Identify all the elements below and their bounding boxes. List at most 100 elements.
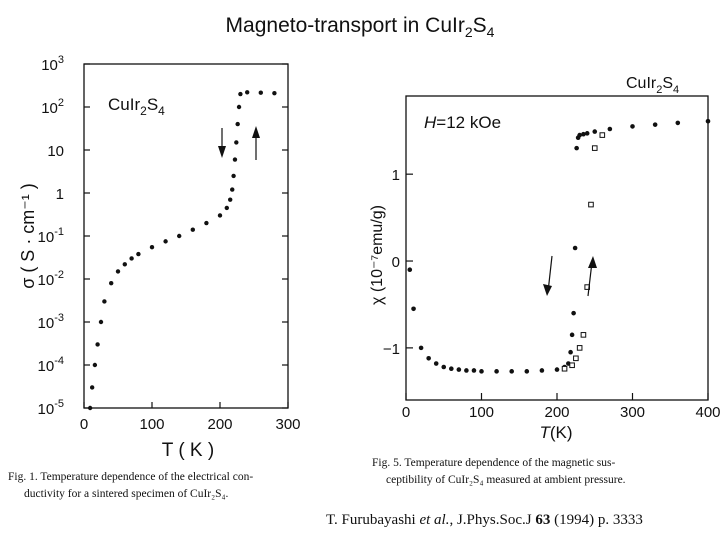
fig1-caption: Fig. 1. Temperature dependence of the el… xyxy=(8,469,253,503)
fig1-point-17 xyxy=(224,205,229,211)
fig1-y-axis-label: σ ( S · cm⁻¹ ) xyxy=(18,183,38,289)
fig1-x-tick-label-1: 100 xyxy=(139,416,164,433)
fig5-open-point-3 xyxy=(576,345,583,351)
fig5-x-tick-label-0: 0 xyxy=(402,404,410,421)
fig1-point-4 xyxy=(98,319,104,325)
fig5-filled-point-13 xyxy=(524,369,530,374)
fig5-x-tick-label-4: 400 xyxy=(695,404,720,421)
fig5-open-point-2 xyxy=(573,355,579,362)
fig1-y-tick-label-7: 10-4 xyxy=(38,355,64,375)
fig1-point-24 xyxy=(236,104,242,110)
fig1-point-8 xyxy=(122,262,128,267)
fig1-y-tick-label-1: 102 xyxy=(41,97,64,117)
fig5-filled-point-24 xyxy=(577,132,582,138)
fig5-frame xyxy=(405,95,709,401)
fig5-filled-point-29 xyxy=(630,124,635,129)
fig5-filled-point-5 xyxy=(441,364,447,370)
fig5-x-ticks: 0 100 200 300 400 xyxy=(402,393,720,421)
fig1-point-27 xyxy=(258,90,263,95)
fig5-filled-point-32 xyxy=(705,118,711,124)
fig5-open-point-0 xyxy=(561,365,568,372)
fig1-point-5 xyxy=(102,299,107,304)
fig5-cooling-arrow xyxy=(543,255,553,296)
fig1-data-points xyxy=(87,90,277,411)
fig1-y-tick-label-8: 10-5 xyxy=(38,398,64,418)
fig5-filled-point-14 xyxy=(539,368,545,373)
fig5-filled-point-1 xyxy=(411,306,416,312)
fig1-point-12 xyxy=(163,239,168,244)
fig1-x-ticks: 0 100 200 300 xyxy=(80,402,301,433)
slide-title: Magneto-transport in CuIr2S4 xyxy=(225,14,495,41)
fig5-x-tick-label-3: 300 xyxy=(620,404,645,421)
fig1-caption-line-1: Fig. 1. Temperature dependence of the el… xyxy=(8,471,254,483)
fig1-y-tick-label-4: 10-1 xyxy=(38,226,64,246)
fig5-field-label: H=12 kOe xyxy=(424,113,501,132)
fig5-filled-point-6 xyxy=(449,366,454,372)
fig1-y-tick-label-6: 10-3 xyxy=(38,312,64,332)
fig5-filled-point-4 xyxy=(433,361,439,366)
fig1-point-20 xyxy=(231,173,236,179)
fig5-y-ticks: 1 0 −1 xyxy=(383,167,413,358)
fig5-filled-point-0 xyxy=(407,267,413,273)
fig1-y-tick-label-2: 10 xyxy=(47,143,64,160)
fig5-open-point-7 xyxy=(591,145,598,151)
fig5-filled-point-21 xyxy=(572,245,578,251)
fig5-y-tick-label-0: 1 xyxy=(392,167,400,184)
fig5-filled-point-18 xyxy=(568,349,573,355)
fig5-filled-point-3 xyxy=(426,356,431,361)
fig5-open-point-8 xyxy=(599,132,606,138)
fig1-point-22 xyxy=(234,140,239,145)
fig1-y-tick-label-3: 1 xyxy=(56,186,64,203)
fig1-x-tick-label-3: 300 xyxy=(275,416,300,433)
fig5-caption-line-1: Fig. 5. Temperature dependence of the ma… xyxy=(372,457,616,469)
fig1-frame xyxy=(83,63,289,409)
fig1-point-21 xyxy=(232,157,238,162)
fig1-y-tick-label-0: 103 xyxy=(41,54,64,74)
fig5-filled-point-25 xyxy=(581,131,586,137)
fig5-filled-point-7 xyxy=(456,367,462,372)
fig1-point-2 xyxy=(92,362,98,368)
fig1-point-28 xyxy=(272,90,277,96)
fig5-filled-point-9 xyxy=(471,368,477,373)
fig1-point-11 xyxy=(149,244,155,250)
fig5-x-tick-label-1: 100 xyxy=(469,404,494,421)
fig1-cooling-arrow xyxy=(218,128,226,158)
fig5-filled-point-19 xyxy=(569,332,575,338)
fig5-y-axis-label: χ (10⁻⁷emu/g) xyxy=(369,205,386,305)
fig5-filled-point-2 xyxy=(418,345,424,351)
fig5-open-point-1 xyxy=(569,362,575,369)
fig5-caption: Fig. 5. Temperature dependence of the ma… xyxy=(372,455,626,489)
fig5-filled-point-15 xyxy=(554,367,560,372)
fig1-point-9 xyxy=(129,256,134,261)
fig5-filled-point-26 xyxy=(584,131,590,136)
fig5-filled-point-28 xyxy=(607,126,613,132)
fig5-filled-points xyxy=(407,118,711,374)
fig1-point-1 xyxy=(89,385,95,390)
fig1-point-25 xyxy=(238,91,243,97)
fig5-filled-point-10 xyxy=(479,369,484,374)
fig5-x-axis-label: T(K) xyxy=(539,423,572,442)
fig1-point-23 xyxy=(235,121,240,127)
figure-5-susceptibility-plot: 1 0 −1 0 100 200 300 400 CuIr2S4 H=12 kOe χ (1… xyxy=(369,75,720,442)
fig5-open-points xyxy=(561,132,606,372)
fig1-point-3 xyxy=(95,342,100,347)
fig1-point-6 xyxy=(109,280,114,286)
fig1-x-tick-label-0: 0 xyxy=(80,416,88,433)
fig5-filled-point-31 xyxy=(675,120,681,126)
fig5-y-tick-label-1: 0 xyxy=(392,254,400,271)
fig5-compound-label: CuIr2S4 xyxy=(626,75,679,96)
fig5-filled-point-12 xyxy=(509,369,514,374)
fig1-x-tick-label-2: 200 xyxy=(207,416,232,433)
citation: T. Furubayashi et al., J.Phys.Soc.J 63 (… xyxy=(326,512,643,528)
fig5-filled-point-27 xyxy=(592,129,598,134)
fig1-point-15 xyxy=(204,220,209,226)
fig1-point-19 xyxy=(230,187,235,192)
fig5-x-tick-label-2: 200 xyxy=(544,404,569,421)
fig5-filled-point-30 xyxy=(652,122,658,127)
fig1-warming-arrow xyxy=(252,126,260,160)
fig1-point-0 xyxy=(87,405,93,411)
fig1-point-10 xyxy=(136,251,141,257)
fig5-y-tick-label-2: −1 xyxy=(383,341,400,358)
